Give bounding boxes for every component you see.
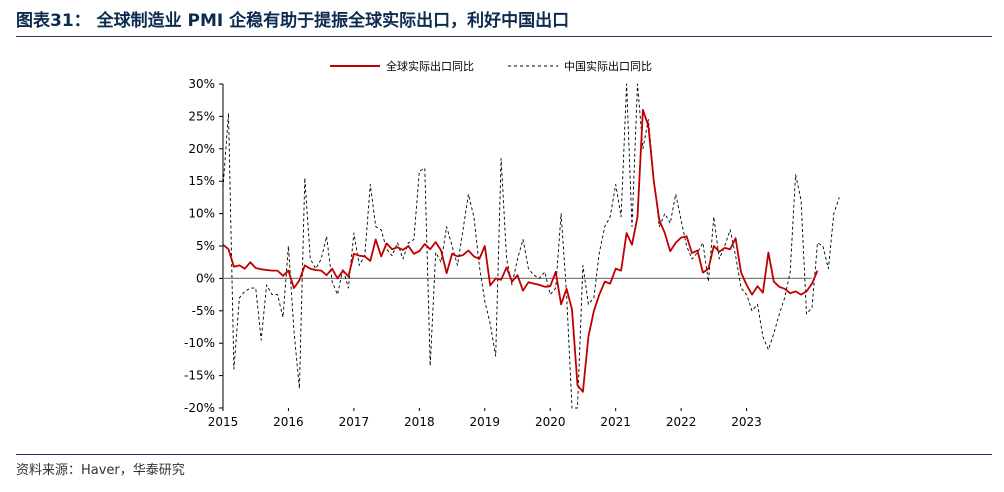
x-tick-label: 2019 <box>470 415 501 429</box>
chart-axes: -20% -15% -10% -5% 0% 5% 10% 15% 20% 25% 30% 2015 20… <box>184 77 812 429</box>
y-tick-label: -15% <box>184 369 215 383</box>
y-tick-label: 10% <box>188 207 215 221</box>
legend-label-global: 全球实际出口同比 <box>386 59 474 73</box>
y-tick-label: 30% <box>188 77 215 91</box>
y-tick-label: -20% <box>184 401 215 415</box>
series-global-exports <box>222 109 819 393</box>
chart-legend: 全球实际出口同比 中国实际出口同比 <box>330 59 652 73</box>
y-tick-label: 25% <box>188 109 215 123</box>
title-divider <box>16 36 992 37</box>
x-tick-label: 2021 <box>600 415 631 429</box>
series-china-exports <box>222 83 840 409</box>
chart-series <box>222 83 840 409</box>
x-tick-label: 2016 <box>273 415 304 429</box>
y-tick-label: 0% <box>196 271 215 285</box>
y-tick-label: -5% <box>192 304 215 318</box>
legend-label-china: 中国实际出口同比 <box>564 59 652 73</box>
x-tick-label: 2022 <box>666 415 697 429</box>
y-tick-label: 15% <box>188 174 215 188</box>
x-tick-label: 2017 <box>339 415 370 429</box>
y-tick-label: 5% <box>196 239 215 253</box>
figure-title: 图表31： 全球制造业 PMI 企稳有助于提振全球实际出口，利好中国出口 <box>16 11 570 31</box>
y-tick-label: -10% <box>184 336 215 350</box>
y-tick-label: 20% <box>188 142 215 156</box>
footer-divider <box>16 454 992 455</box>
source-note: 资料来源：Haver，华泰研究 <box>16 463 185 478</box>
x-tick-label: 2023 <box>731 415 762 429</box>
x-tick-label: 2020 <box>535 415 566 429</box>
x-tick-label: 2015 <box>208 415 239 429</box>
x-tick-label: 2018 <box>404 415 435 429</box>
line-chart: 全球实际出口同比 中国实际出口同比 -20% -15% -10% -5% 0% 5% 10%… <box>184 59 840 429</box>
